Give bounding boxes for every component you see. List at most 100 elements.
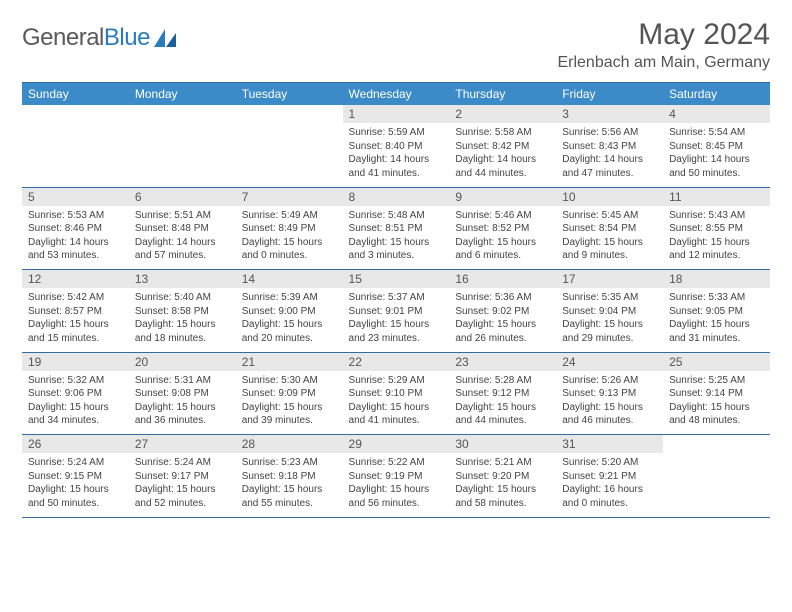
day-detail-cell: Sunrise: 5:29 AMSunset: 9:10 PMDaylight:…: [343, 371, 450, 435]
sunset-line: Sunset: 8:57 PM: [28, 305, 123, 319]
day-detail-cell: Sunrise: 5:24 AMSunset: 9:17 PMDaylight:…: [129, 453, 236, 517]
daylight-line: Daylight: 15 hours and 6 minutes.: [455, 236, 550, 263]
sunrise-line: Sunrise: 5:39 AM: [242, 291, 337, 305]
day-number: 4: [663, 105, 770, 123]
daylight-line: Daylight: 15 hours and 23 minutes.: [349, 318, 444, 345]
day-number: 25: [663, 352, 770, 371]
sunrise-line: Sunrise: 5:37 AM: [349, 291, 444, 305]
day-detail-cell: Sunrise: 5:49 AMSunset: 8:49 PMDaylight:…: [236, 206, 343, 270]
day-detail-cell: Sunrise: 5:59 AMSunset: 8:40 PMDaylight:…: [343, 123, 450, 187]
day-detail-cell: Sunrise: 5:42 AMSunset: 8:57 PMDaylight:…: [22, 288, 129, 352]
day-number: 8: [343, 187, 450, 206]
day-number: 27: [129, 435, 236, 454]
day-detail-cell: Sunrise: 5:25 AMSunset: 9:14 PMDaylight:…: [663, 371, 770, 435]
day-detail-cell: [22, 123, 129, 187]
day-detail-cell: Sunrise: 5:46 AMSunset: 8:52 PMDaylight:…: [449, 206, 556, 270]
sunset-line: Sunset: 9:20 PM: [455, 470, 550, 484]
sunset-line: Sunset: 9:15 PM: [28, 470, 123, 484]
daylight-line: Daylight: 15 hours and 12 minutes.: [669, 236, 764, 263]
day-detail-cell: Sunrise: 5:33 AMSunset: 9:05 PMDaylight:…: [663, 288, 770, 352]
sunset-line: Sunset: 9:00 PM: [242, 305, 337, 319]
sunset-line: Sunset: 9:21 PM: [562, 470, 657, 484]
day-header: Thursday: [449, 83, 556, 106]
day-number: 30: [449, 435, 556, 454]
day-header: Wednesday: [343, 83, 450, 106]
sunset-line: Sunset: 9:09 PM: [242, 387, 337, 401]
day-detail-cell: Sunrise: 5:58 AMSunset: 8:42 PMDaylight:…: [449, 123, 556, 187]
sunrise-line: Sunrise: 5:48 AM: [349, 209, 444, 223]
sunset-line: Sunset: 9:17 PM: [135, 470, 230, 484]
day-header: Tuesday: [236, 83, 343, 106]
day-detail-cell: Sunrise: 5:21 AMSunset: 9:20 PMDaylight:…: [449, 453, 556, 517]
detail-row: Sunrise: 5:24 AMSunset: 9:15 PMDaylight:…: [22, 453, 770, 517]
day-number: 6: [129, 187, 236, 206]
day-number: 2: [449, 105, 556, 123]
sunrise-line: Sunrise: 5:35 AM: [562, 291, 657, 305]
sunrise-line: Sunrise: 5:58 AM: [455, 126, 550, 140]
daynum-row: 1234: [22, 105, 770, 123]
sunrise-line: Sunrise: 5:24 AM: [28, 456, 123, 470]
sunrise-line: Sunrise: 5:24 AM: [135, 456, 230, 470]
day-detail-cell: Sunrise: 5:36 AMSunset: 9:02 PMDaylight:…: [449, 288, 556, 352]
sunset-line: Sunset: 9:02 PM: [455, 305, 550, 319]
day-detail-cell: Sunrise: 5:24 AMSunset: 9:15 PMDaylight:…: [22, 453, 129, 517]
daylight-line: Daylight: 15 hours and 44 minutes.: [455, 401, 550, 428]
day-detail-cell: Sunrise: 5:43 AMSunset: 8:55 PMDaylight:…: [663, 206, 770, 270]
sunset-line: Sunset: 9:08 PM: [135, 387, 230, 401]
day-number: 13: [129, 270, 236, 289]
sunrise-line: Sunrise: 5:49 AM: [242, 209, 337, 223]
day-detail-cell: Sunrise: 5:28 AMSunset: 9:12 PMDaylight:…: [449, 371, 556, 435]
sunset-line: Sunset: 9:06 PM: [28, 387, 123, 401]
daylight-line: Daylight: 15 hours and 31 minutes.: [669, 318, 764, 345]
sunset-line: Sunset: 8:55 PM: [669, 222, 764, 236]
sunrise-line: Sunrise: 5:26 AM: [562, 374, 657, 388]
day-number: [236, 105, 343, 123]
sunrise-line: Sunrise: 5:59 AM: [349, 126, 444, 140]
daylight-line: Daylight: 15 hours and 50 minutes.: [28, 483, 123, 510]
sunrise-line: Sunrise: 5:46 AM: [455, 209, 550, 223]
sunrise-line: Sunrise: 5:22 AM: [349, 456, 444, 470]
sunset-line: Sunset: 8:51 PM: [349, 222, 444, 236]
day-header: Saturday: [663, 83, 770, 106]
day-detail-cell: Sunrise: 5:20 AMSunset: 9:21 PMDaylight:…: [556, 453, 663, 517]
location-label: Erlenbach am Main, Germany: [557, 54, 770, 72]
daylight-line: Daylight: 15 hours and 34 minutes.: [28, 401, 123, 428]
sunset-line: Sunset: 9:18 PM: [242, 470, 337, 484]
daylight-line: Daylight: 15 hours and 55 minutes.: [242, 483, 337, 510]
sunrise-line: Sunrise: 5:32 AM: [28, 374, 123, 388]
detail-row: Sunrise: 5:42 AMSunset: 8:57 PMDaylight:…: [22, 288, 770, 352]
day-number: 17: [556, 270, 663, 289]
day-detail-cell: Sunrise: 5:56 AMSunset: 8:43 PMDaylight:…: [556, 123, 663, 187]
sunset-line: Sunset: 8:42 PM: [455, 140, 550, 154]
sunset-line: Sunset: 8:48 PM: [135, 222, 230, 236]
day-number: [663, 435, 770, 454]
day-number: 29: [343, 435, 450, 454]
sunrise-line: Sunrise: 5:21 AM: [455, 456, 550, 470]
sunset-line: Sunset: 8:43 PM: [562, 140, 657, 154]
day-number: 7: [236, 187, 343, 206]
day-number: [129, 105, 236, 123]
day-number: 16: [449, 270, 556, 289]
day-detail-cell: Sunrise: 5:53 AMSunset: 8:46 PMDaylight:…: [22, 206, 129, 270]
daylight-line: Daylight: 15 hours and 15 minutes.: [28, 318, 123, 345]
daylight-line: Daylight: 15 hours and 20 minutes.: [242, 318, 337, 345]
day-detail-cell: Sunrise: 5:48 AMSunset: 8:51 PMDaylight:…: [343, 206, 450, 270]
daylight-line: Daylight: 14 hours and 47 minutes.: [562, 153, 657, 180]
day-detail-cell: Sunrise: 5:45 AMSunset: 8:54 PMDaylight:…: [556, 206, 663, 270]
day-header-row: SundayMondayTuesdayWednesdayThursdayFrid…: [22, 83, 770, 106]
day-detail-cell: Sunrise: 5:31 AMSunset: 9:08 PMDaylight:…: [129, 371, 236, 435]
brand-part2: Blue: [104, 24, 150, 51]
day-detail-cell: Sunrise: 5:32 AMSunset: 9:06 PMDaylight:…: [22, 371, 129, 435]
daylight-line: Daylight: 14 hours and 50 minutes.: [669, 153, 764, 180]
day-detail-cell: Sunrise: 5:22 AMSunset: 9:19 PMDaylight:…: [343, 453, 450, 517]
sunrise-line: Sunrise: 5:56 AM: [562, 126, 657, 140]
sunrise-line: Sunrise: 5:43 AM: [669, 209, 764, 223]
calendar-table: SundayMondayTuesdayWednesdayThursdayFrid…: [22, 82, 770, 518]
day-number: 24: [556, 352, 663, 371]
sunrise-line: Sunrise: 5:42 AM: [28, 291, 123, 305]
sunset-line: Sunset: 9:10 PM: [349, 387, 444, 401]
daylight-line: Daylight: 15 hours and 9 minutes.: [562, 236, 657, 263]
day-number: 12: [22, 270, 129, 289]
sunrise-line: Sunrise: 5:31 AM: [135, 374, 230, 388]
logo-sail-icon: [152, 27, 178, 49]
